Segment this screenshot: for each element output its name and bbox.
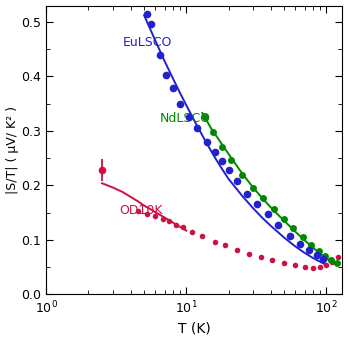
Text: OD10K: OD10K <box>119 204 163 217</box>
X-axis label: T (K): T (K) <box>178 322 211 336</box>
Y-axis label: |S/T| ( μV/ K² ): |S/T| ( μV/ K² ) <box>6 106 18 194</box>
Text: EuLSCO: EuLSCO <box>122 36 172 49</box>
Text: NdLSCO: NdLSCO <box>160 112 211 125</box>
